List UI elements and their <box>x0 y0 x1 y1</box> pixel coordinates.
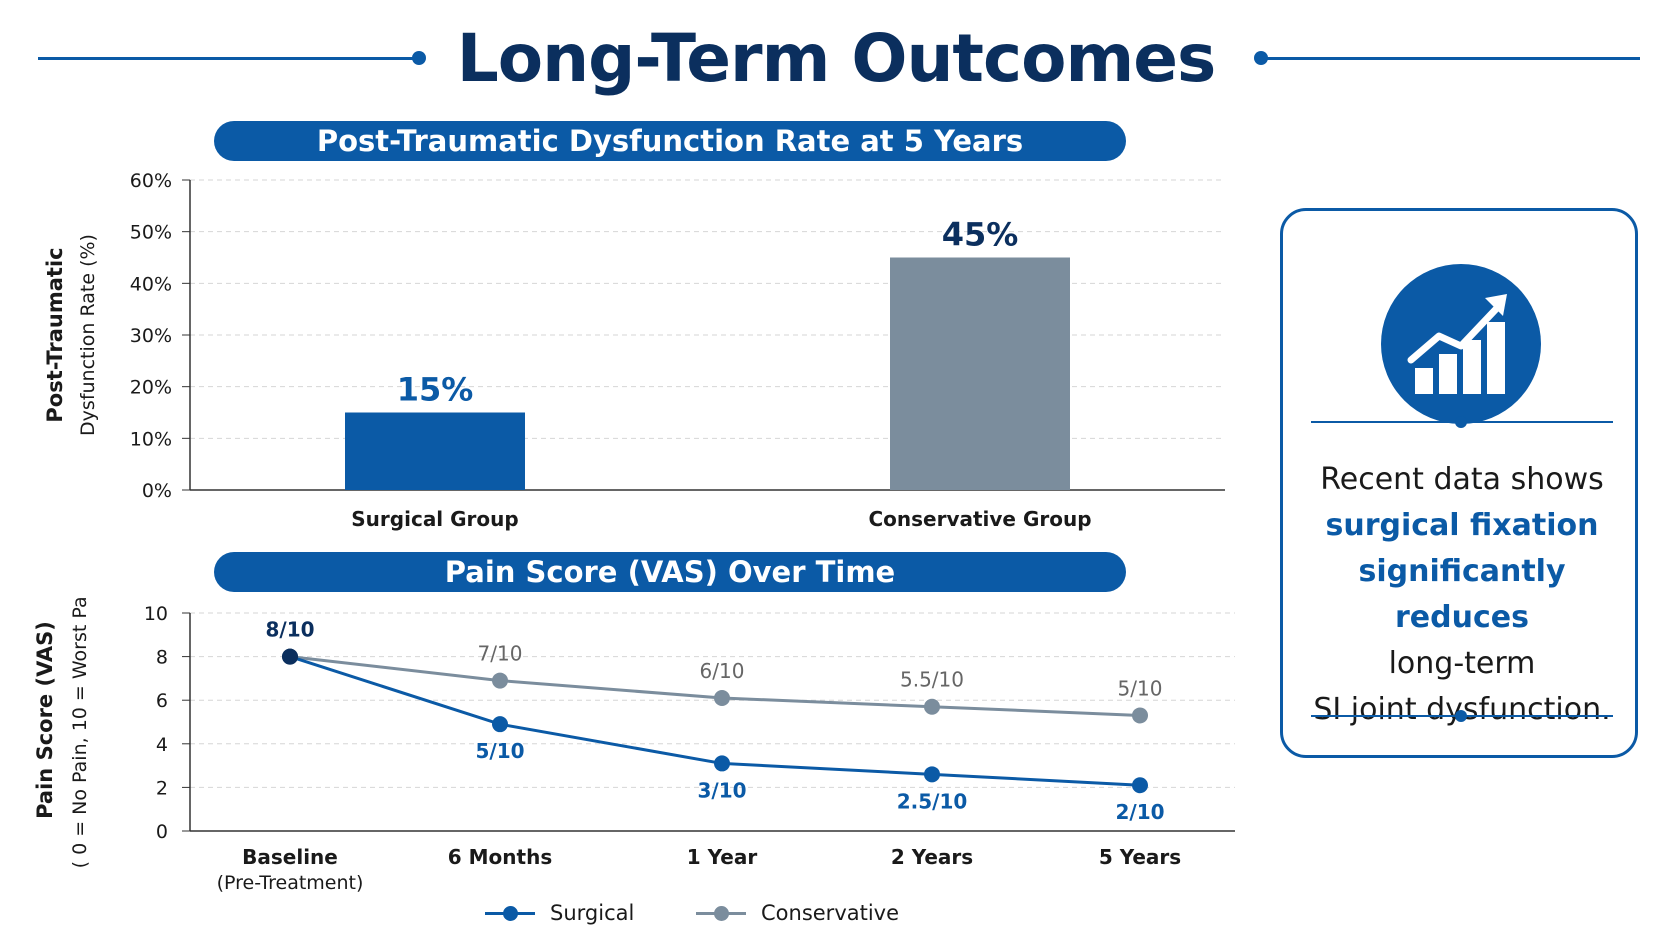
callout-line-2: surgical fixation <box>1325 508 1599 543</box>
line-data-label: 5/10 <box>1118 676 1163 700</box>
bar-y-tick-label: 30% <box>130 325 172 347</box>
legend-label-conservative: Conservative <box>761 901 900 925</box>
callout-card: Recent data shows surgical fixation sign… <box>1280 208 1638 758</box>
line-data-label: 6/10 <box>700 659 745 683</box>
line-point-conservative <box>1132 707 1148 724</box>
line-point-surgical <box>924 766 940 783</box>
bar-chart-title: Post-Traumatic Dysfunction Rate at 5 Yea… <box>214 121 1126 161</box>
line-y-axis-label-line2: ( 0 = No Pain, 10 = Worst Pain) <box>69 595 91 868</box>
bar-y-axis-label: Post-Traumatic Dysfunction Rate (%) <box>43 234 99 436</box>
bar-y-tick-label: 40% <box>130 273 172 295</box>
line-y-tick-label: 2 <box>156 777 168 799</box>
line-point-conservative <box>714 690 730 707</box>
callout-line-1: Recent data shows <box>1320 462 1604 497</box>
line-point-surgical <box>714 755 730 772</box>
line-point-conservative <box>492 672 508 689</box>
bar-y-axis-label-line1: Post-Traumatic <box>43 247 67 422</box>
bar-value-label: 15% <box>397 371 474 409</box>
line-y-tick-label: 10 <box>144 603 168 625</box>
line-y-tick-label: 4 <box>156 734 168 756</box>
line-y-tick-label: 8 <box>156 647 168 669</box>
line-category-label: 5 Years <box>1099 845 1181 869</box>
line-data-label: 7/10 <box>478 642 523 666</box>
callout-dot-bottom <box>1455 710 1467 722</box>
line-y-axis-label: Pain Score (VAS) ( 0 = No Pain, 10 = Wors… <box>33 595 91 868</box>
line-category-label: 2 Years <box>891 845 973 869</box>
title-rule-left <box>38 57 418 60</box>
bar-category-label: Conservative Group <box>868 507 1091 531</box>
line-data-label: 5.5/10 <box>900 668 964 692</box>
bar-y-tick-label: 50% <box>130 222 172 244</box>
line-point-surgical <box>1132 777 1148 794</box>
line-data-label: 2/10 <box>1115 800 1164 824</box>
line-data-label: 5/10 <box>475 739 524 763</box>
page-title: Long-Term Outcomes <box>456 20 1217 97</box>
legend-label-surgical: Surgical <box>550 901 635 925</box>
line-y-axis-label-line1: Pain Score (VAS) <box>33 621 57 819</box>
line-y-tick-label: 6 <box>156 690 168 712</box>
bar-category-label: Surgical Group <box>351 507 518 531</box>
callout-text: Recent data shows surgical fixation sign… <box>1293 457 1631 733</box>
bar-y-axis-label-line2: Dysfunction Rate (%) <box>77 234 99 436</box>
bar-surgical <box>345 412 525 490</box>
line-chart-title: Pain Score (VAS) Over Time <box>214 552 1126 592</box>
legend-dot-surgical <box>503 906 518 921</box>
line-data-label: 8/10 <box>265 618 314 642</box>
title-rule-right <box>1262 57 1640 60</box>
line-category-label: 6 Months <box>448 845 552 869</box>
line-y-tick-label: 0 <box>156 821 168 843</box>
line-chart: 0 2 4 6 8 10 Baseline (Pre-Treatment) 6 Months 1 … <box>33 595 1235 894</box>
bar-y-tick-label: 10% <box>130 428 172 450</box>
line-data-label: 2.5/10 <box>897 789 968 813</box>
line-data-label: 3/10 <box>697 778 746 802</box>
line-category-label: Baseline <box>242 845 338 869</box>
line-point-surgical <box>492 716 508 733</box>
bar-y-tick-label: 60% <box>130 170 172 192</box>
bar-y-tick-label: 0% <box>142 480 172 502</box>
title-dot-right <box>1254 51 1268 65</box>
bar-chart: 0% 10% 20% 30% 40% 50% 60% 15% Surgical Group 45%… <box>43 170 1225 531</box>
callout-line-4: long-term <box>1388 646 1536 681</box>
callout-dot-top <box>1455 416 1467 428</box>
line-category-sublabel: (Pre-Treatment) <box>217 872 364 894</box>
legend-dot-conservative <box>714 906 729 921</box>
chart-growth-icon <box>1381 264 1541 424</box>
bar-conservative <box>890 257 1070 490</box>
line-point-surgical <box>282 648 298 665</box>
line-category-label: 1 Year <box>687 845 758 869</box>
bar-value-label: 45% <box>942 216 1019 254</box>
bar-y-tick-label: 20% <box>130 377 172 399</box>
line-point-conservative <box>924 698 940 715</box>
title-dot-left <box>412 51 426 65</box>
callout-line-3: significantly reduces <box>1358 554 1566 635</box>
